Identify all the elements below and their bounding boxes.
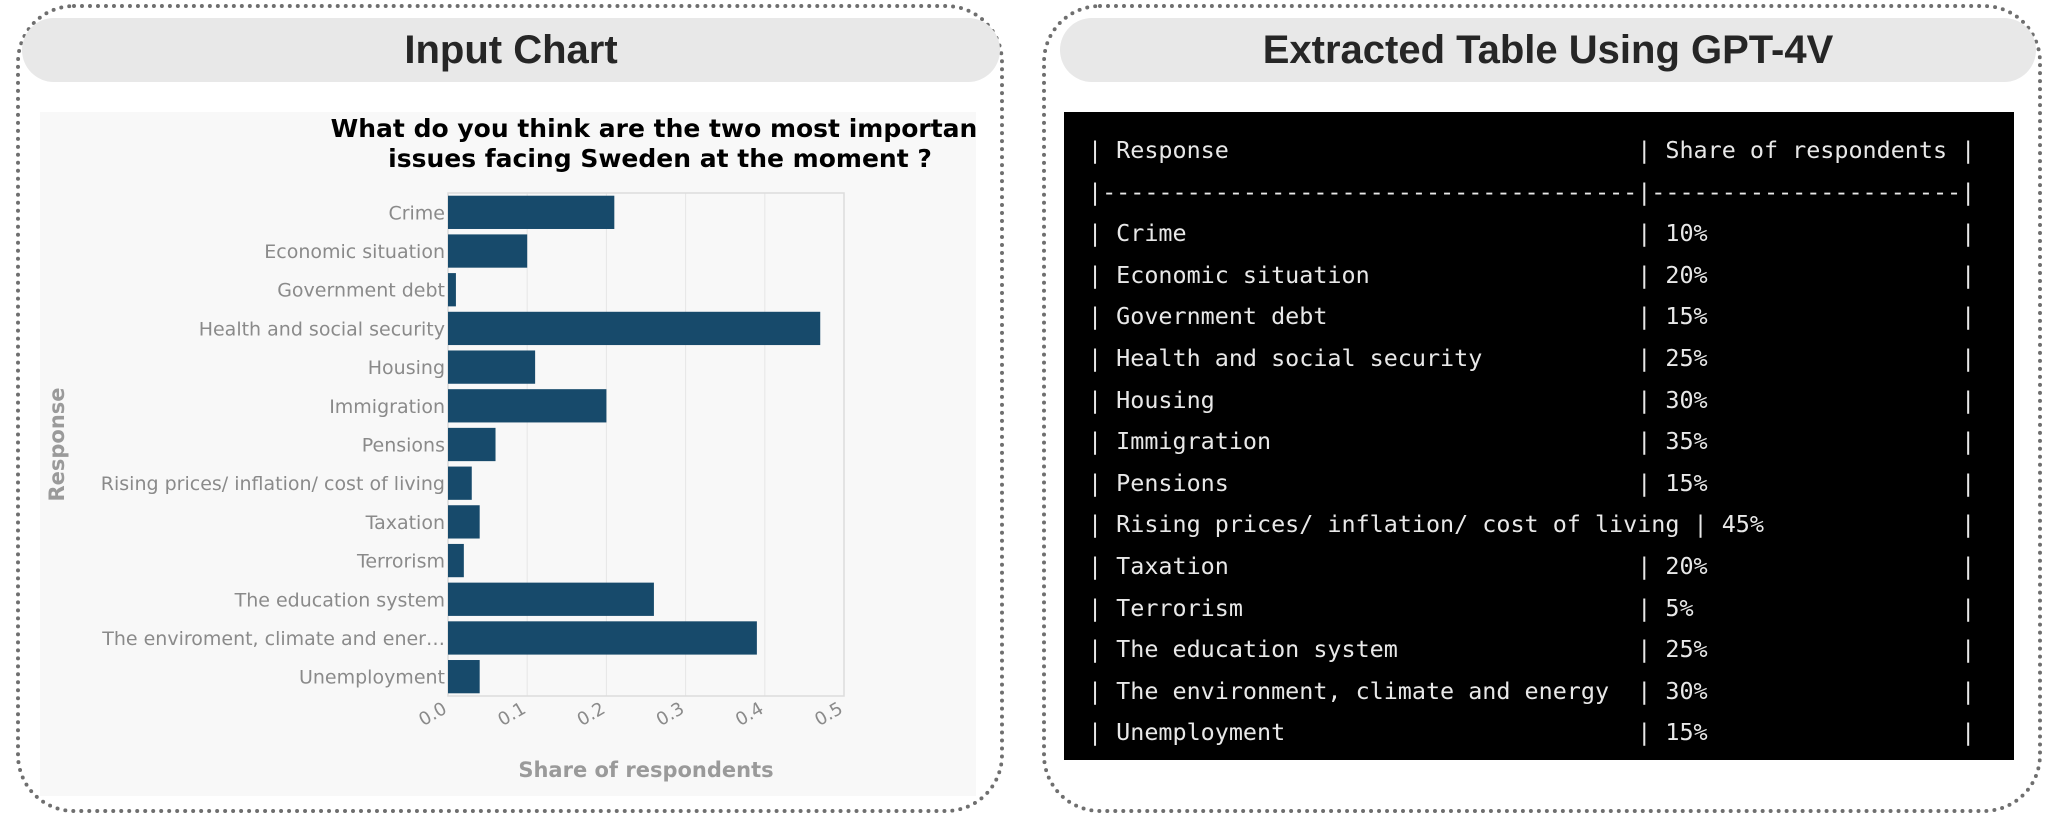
category-label: Government debt — [277, 280, 445, 302]
plot-frame — [447, 192, 845, 697]
bar — [448, 234, 528, 268]
table-separator-row: |--------------------------------------|… — [1088, 177, 1976, 206]
bar — [448, 195, 615, 229]
x-tick-label: 0.0 — [415, 698, 450, 731]
bar — [448, 466, 472, 500]
table-row: | Rising prices/ inflation/ cost of livi… — [1088, 510, 1976, 539]
table-row: | Government debt | 15% | — [1088, 302, 1976, 331]
table-row: | Taxation | 20% | — [1088, 551, 1976, 580]
category-label: The enviroment, climate and ener… — [101, 628, 445, 650]
bar — [448, 427, 496, 462]
table-row: | Health and social security | 25% | — [1088, 343, 1976, 372]
table-row: | The education system | 25% | — [1088, 635, 1976, 664]
category-label: Crime — [388, 202, 445, 224]
bar — [448, 350, 536, 384]
table-row: | Crime | 10% | — [1088, 219, 1976, 248]
chart-title-line: issues facing Sweden at the moment ? — [388, 144, 932, 173]
table-row: | Pensions | 15% | — [1088, 468, 1976, 497]
table-row: | The environment, climate and energy | … — [1088, 676, 1976, 705]
category-label: Health and social security — [199, 318, 445, 340]
input-chart-panel: Input Chart What do you think are the tw… — [16, 4, 1004, 813]
bar — [448, 543, 464, 578]
bar — [448, 660, 480, 694]
bar — [448, 311, 821, 346]
x-tick-label: 0.5 — [811, 698, 846, 731]
table-row: | Terrorism | 5% | — [1088, 593, 1976, 622]
extracted-table-header: Extracted Table Using GPT-4V — [1060, 18, 2036, 82]
category-label: Unemployment — [299, 667, 445, 689]
category-label: Terrorism — [356, 551, 445, 573]
chart-title-line: What do you think are the two most impor… — [331, 114, 976, 143]
category-label: Rising prices/ inflation/ cost of living — [101, 473, 445, 495]
x-tick-label: 0.2 — [574, 698, 609, 731]
table-header-row: | Response | Share of respondents | — [1088, 136, 1976, 164]
x-axis-title: Share of respondents — [518, 758, 773, 782]
bar — [448, 621, 757, 655]
bar — [448, 505, 480, 539]
bar — [448, 389, 607, 423]
category-label: Housing — [368, 357, 445, 379]
y-axis-title: Response — [45, 387, 69, 501]
category-label: The education system — [234, 589, 445, 611]
input-chart-header: Input Chart — [22, 18, 1000, 82]
category-label: Pensions — [362, 435, 445, 457]
category-label: Economic situation — [264, 241, 445, 263]
x-tick-label: 0.3 — [653, 698, 688, 731]
x-tick-label: 0.1 — [494, 698, 529, 731]
bar-chart: What do you think are the two most impor… — [45, 114, 976, 782]
category-label: Taxation — [365, 512, 445, 534]
bar — [448, 582, 654, 616]
chart-area: What do you think are the two most impor… — [40, 112, 976, 796]
table-row: | Unemployment | 15% | — [1088, 718, 1976, 747]
markdown-table: | Response | Share of respondents | |----… — [1064, 112, 2014, 760]
table-row: | Economic situation | 20% | — [1088, 260, 1976, 289]
category-label: Immigration — [329, 396, 445, 418]
table-row: | Housing | 30% | — [1088, 385, 1976, 414]
extracted-table-panel: Extracted Table Using GPT-4V | Response … — [1042, 4, 2042, 813]
x-tick-label: 0.4 — [732, 698, 767, 731]
bar — [448, 273, 456, 307]
table-row: | Immigration | 35% | — [1088, 427, 1976, 456]
